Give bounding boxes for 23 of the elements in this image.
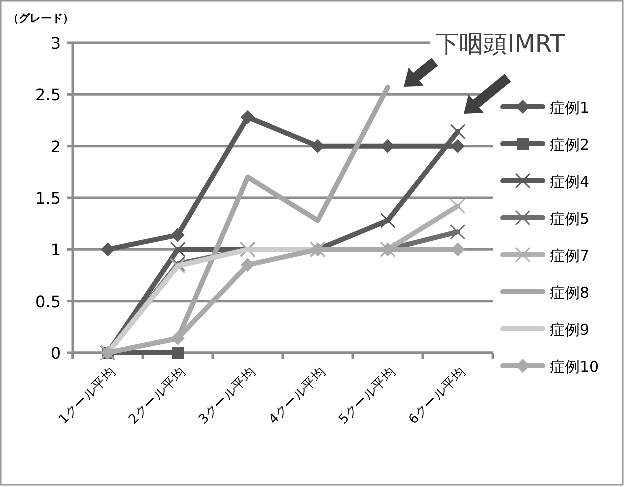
x-tick-label: 1クール平均	[56, 365, 119, 428]
legend-label: 症例8	[550, 284, 590, 302]
y-tick-label: 1.5	[36, 189, 61, 208]
x-tick-label: 2クール平均	[126, 365, 189, 428]
y-tick-label: 0.5	[36, 292, 61, 312]
x-tick-label: 4クール平均	[266, 365, 329, 428]
x-tick-label: 3クール平均	[196, 365, 259, 428]
y-axis-title: （グレード）	[8, 12, 74, 25]
legend-label: 症例7	[550, 247, 590, 265]
y-tick-label: 1	[50, 240, 61, 260]
legend-label: 症例10	[550, 358, 600, 376]
x-tick-label: 6クール平均	[406, 365, 469, 428]
y-tick-label: 2.5	[36, 86, 61, 105]
x-tick-label: 5クール平均	[336, 365, 399, 428]
y-tick-label: 0	[50, 344, 61, 363]
annotation: 下咽頭IMRT	[436, 30, 566, 58]
y-tick-label: 2	[50, 137, 61, 156]
legend-label: 症例1	[550, 99, 590, 117]
legend-label: 症例2	[550, 136, 590, 154]
legend-label: 症例5	[550, 210, 590, 228]
y-tick-label: 3	[50, 34, 61, 53]
legend-label: 症例9	[550, 321, 590, 339]
legend-label: 症例4	[550, 173, 590, 191]
